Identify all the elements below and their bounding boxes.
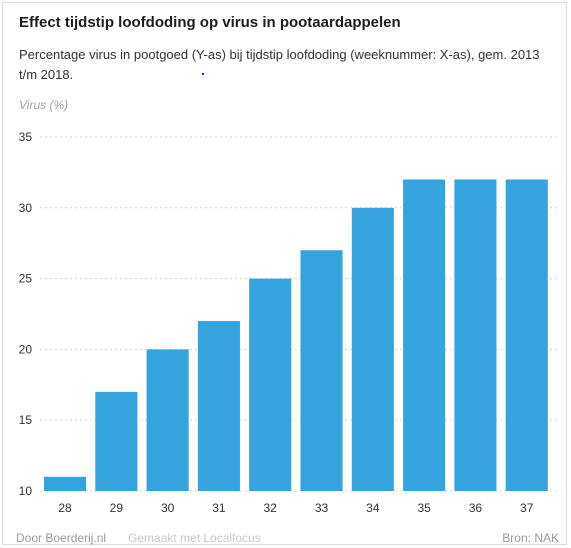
x-tick-label: 31 (212, 501, 226, 515)
bar (197, 321, 240, 491)
y-tick-label: 25 (19, 272, 33, 286)
x-tick-label: 35 (417, 501, 431, 515)
bar (505, 179, 548, 492)
stray-dot (202, 73, 204, 75)
x-tick-label: 33 (315, 501, 329, 515)
x-tick-label: 37 (520, 501, 534, 515)
x-tick-label: 29 (110, 501, 124, 515)
footer-credit[interactable]: Door Boerderij.nl (16, 531, 107, 545)
bar (300, 250, 343, 491)
footer-made-with[interactable]: Gemaakt met Localfocus (128, 531, 261, 545)
x-tick-label: 34 (366, 501, 380, 515)
x-tick-label: 30 (161, 501, 175, 515)
x-tick-label: 28 (58, 501, 72, 515)
axis-labels: 10 15 20 25 30 35 28 29 30 31 32 33 34 35 36 37 (19, 130, 534, 515)
y-tick-label: 35 (19, 130, 33, 144)
chart-subtitle: Percentage virus in pootgoed (Y-as) bij … (19, 47, 540, 82)
bars (44, 179, 548, 492)
bar (351, 207, 394, 492)
x-tick-label: 32 (264, 501, 278, 515)
bar (403, 179, 446, 492)
y-tick-label: 20 (19, 342, 33, 356)
footer-source: Bron: NAK (502, 531, 559, 545)
bar (95, 391, 138, 491)
y-tick-label: 10 (19, 484, 33, 498)
bar (146, 349, 189, 491)
x-tick-label: 36 (469, 501, 483, 515)
chart-title: Effect tijdstip loofdoding op virus in p… (19, 14, 401, 31)
bar (249, 278, 292, 491)
bar (454, 179, 497, 492)
bar (44, 476, 87, 491)
y-tick-label: 15 (19, 413, 33, 427)
y-tick-label: 30 (19, 201, 33, 215)
y-axis-label: Virus (%) (19, 98, 69, 112)
